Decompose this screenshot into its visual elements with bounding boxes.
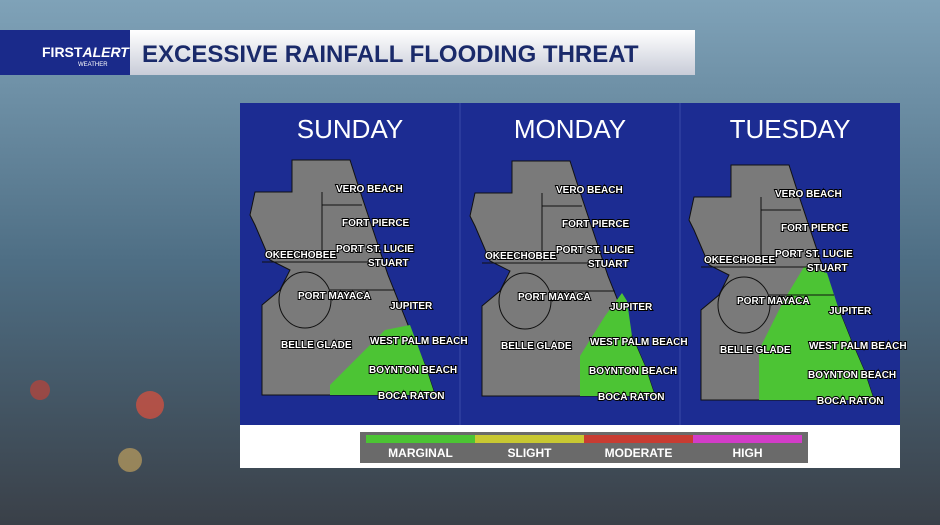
city-label: OKEECHOBEE: [265, 250, 336, 261]
city-label: OKEECHOBEE: [704, 255, 775, 266]
city-label: PORT MAYACA: [518, 292, 591, 303]
city-label: WEST PALM BEACH: [809, 341, 907, 352]
city-label: WEST PALM BEACH: [590, 337, 688, 348]
lake: [717, 276, 771, 334]
city-label: BOCA RATON: [378, 391, 444, 402]
logo-alert: ALERT: [81, 44, 130, 60]
city-label: PORT MAYACA: [298, 291, 371, 302]
city-label: OKEECHOBEE: [485, 251, 556, 262]
city-label: PORT ST. LUCIE: [336, 244, 414, 255]
logo-sub: WEATHER: [78, 62, 108, 68]
legend-label: SLIGHT: [508, 446, 553, 460]
city-label: BOYNTON BEACH: [369, 365, 457, 376]
legend-label: HIGH: [733, 446, 763, 460]
city-label: VERO BEACH: [556, 185, 623, 196]
logo-first: FIRST: [42, 44, 83, 60]
city-label: BOCA RATON: [817, 396, 883, 407]
bokeh: [118, 448, 142, 472]
city-label: JUPITER: [610, 302, 653, 313]
city-label: BELLE GLADE: [720, 345, 791, 356]
threat-area: [759, 267, 874, 400]
threat-area: [580, 293, 655, 396]
threat-area: [330, 325, 435, 395]
city-label: JUPITER: [390, 301, 433, 312]
legend-label: MARGINAL: [388, 446, 453, 460]
city-label: STUART: [588, 259, 629, 270]
city-label: STUART: [807, 263, 848, 274]
city-label: JUPITER: [829, 306, 872, 317]
legend-swatch: [693, 435, 802, 443]
lake: [278, 271, 332, 329]
city-label: WEST PALM BEACH: [370, 336, 468, 347]
city-label: VERO BEACH: [775, 189, 842, 200]
logo-box: [0, 30, 130, 75]
city-label: STUART: [368, 258, 409, 269]
day-label: MONDAY: [514, 114, 626, 144]
city-label: BOYNTON BEACH: [808, 370, 896, 381]
city-label: VERO BEACH: [336, 184, 403, 195]
day-label: TUESDAY: [730, 114, 851, 144]
city-label: PORT ST. LUCIE: [775, 249, 853, 260]
legend-swatch: [475, 435, 584, 443]
city-label: BOCA RATON: [598, 392, 664, 403]
city-label: PORT MAYACA: [737, 296, 810, 307]
city-label: FORT PIERCE: [562, 219, 630, 230]
city-label: FORT PIERCE: [781, 223, 849, 234]
legend-swatch: [366, 435, 475, 443]
legend-label: MODERATE: [605, 446, 673, 460]
header-title: EXCESSIVE RAINFALL FLOODING THREAT: [142, 41, 639, 68]
city-label: FORT PIERCE: [342, 218, 410, 229]
city-label: BOYNTON BEACH: [589, 366, 677, 377]
legend-swatch: [584, 435, 693, 443]
city-label: BELLE GLADE: [501, 341, 572, 352]
bokeh: [136, 391, 164, 419]
city-label: BELLE GLADE: [281, 340, 352, 351]
day-label: SUNDAY: [297, 114, 403, 144]
bokeh: [30, 380, 50, 400]
logo: FIRSTALERT: [42, 44, 130, 60]
city-label: PORT ST. LUCIE: [556, 245, 634, 256]
lake: [498, 272, 552, 330]
